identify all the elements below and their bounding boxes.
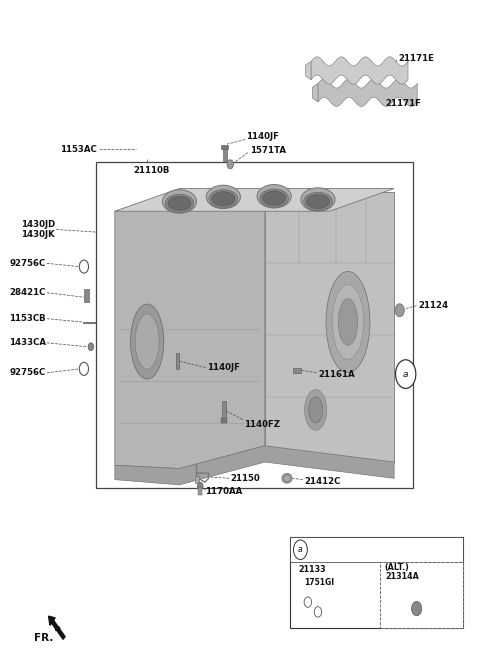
Ellipse shape bbox=[284, 476, 290, 482]
Ellipse shape bbox=[304, 193, 332, 211]
Polygon shape bbox=[115, 445, 394, 485]
Ellipse shape bbox=[206, 185, 240, 209]
Circle shape bbox=[411, 601, 422, 616]
Polygon shape bbox=[115, 192, 265, 468]
Ellipse shape bbox=[263, 191, 286, 206]
Text: 1430JK: 1430JK bbox=[21, 229, 55, 238]
Text: 1140JF: 1140JF bbox=[246, 133, 279, 141]
Bar bbox=[96, 162, 413, 488]
Text: 1153CB: 1153CB bbox=[9, 314, 46, 323]
Polygon shape bbox=[311, 57, 408, 84]
Ellipse shape bbox=[162, 190, 196, 213]
Text: 1140FZ: 1140FZ bbox=[244, 420, 280, 430]
Text: 21110B: 21110B bbox=[133, 166, 170, 175]
Circle shape bbox=[197, 482, 203, 490]
Ellipse shape bbox=[135, 314, 159, 369]
Ellipse shape bbox=[168, 196, 191, 211]
Bar bbox=[293, 367, 301, 373]
Bar bbox=[198, 487, 202, 495]
Ellipse shape bbox=[257, 185, 291, 208]
Bar bbox=[380, 562, 463, 628]
Text: 1430JD: 1430JD bbox=[21, 220, 55, 229]
Text: 1170AA: 1170AA bbox=[205, 487, 242, 496]
Bar bbox=[84, 289, 89, 302]
Bar bbox=[223, 147, 227, 161]
Text: a: a bbox=[298, 545, 303, 555]
Text: 21314A: 21314A bbox=[386, 572, 420, 581]
Bar bbox=[222, 401, 226, 421]
Text: FR.: FR. bbox=[34, 633, 53, 643]
Circle shape bbox=[304, 597, 312, 607]
Ellipse shape bbox=[309, 397, 323, 423]
Text: 21412C: 21412C bbox=[304, 477, 340, 486]
Ellipse shape bbox=[338, 298, 358, 346]
Circle shape bbox=[395, 304, 404, 317]
Text: 21124: 21124 bbox=[418, 301, 448, 310]
Bar bbox=[195, 476, 199, 483]
Bar bbox=[290, 537, 463, 628]
Ellipse shape bbox=[260, 189, 288, 208]
Polygon shape bbox=[305, 61, 311, 79]
Polygon shape bbox=[115, 189, 394, 212]
Circle shape bbox=[314, 606, 322, 617]
Text: (ALT.): (ALT.) bbox=[384, 563, 409, 572]
Circle shape bbox=[293, 540, 307, 560]
Circle shape bbox=[79, 363, 88, 375]
Text: 1140JF: 1140JF bbox=[207, 363, 240, 372]
Text: a: a bbox=[403, 370, 408, 378]
Circle shape bbox=[79, 260, 88, 273]
Polygon shape bbox=[265, 192, 394, 462]
Polygon shape bbox=[312, 83, 318, 102]
Ellipse shape bbox=[212, 192, 235, 206]
Text: 92756C: 92756C bbox=[9, 259, 46, 268]
Text: 1433CA: 1433CA bbox=[9, 338, 46, 348]
Text: 28421C: 28421C bbox=[9, 288, 46, 297]
Ellipse shape bbox=[332, 284, 364, 359]
Ellipse shape bbox=[326, 271, 370, 373]
Ellipse shape bbox=[305, 390, 327, 430]
Ellipse shape bbox=[306, 194, 329, 209]
Text: 21171F: 21171F bbox=[385, 99, 421, 108]
Bar bbox=[221, 145, 228, 149]
Circle shape bbox=[396, 360, 416, 388]
Polygon shape bbox=[318, 79, 417, 106]
FancyArrow shape bbox=[48, 616, 65, 639]
Circle shape bbox=[227, 160, 233, 169]
Text: 92756C: 92756C bbox=[9, 369, 46, 377]
Ellipse shape bbox=[282, 474, 292, 483]
Ellipse shape bbox=[131, 304, 164, 379]
Ellipse shape bbox=[165, 194, 194, 213]
Text: 21133: 21133 bbox=[299, 564, 326, 574]
Text: 1153AC: 1153AC bbox=[60, 145, 96, 154]
Circle shape bbox=[88, 343, 94, 351]
Text: 21150: 21150 bbox=[230, 474, 260, 483]
Text: 21171E: 21171E bbox=[399, 54, 434, 62]
Text: 21161A: 21161A bbox=[318, 370, 355, 378]
Bar bbox=[220, 419, 227, 423]
Ellipse shape bbox=[209, 190, 238, 208]
Text: 1571TA: 1571TA bbox=[250, 146, 286, 155]
Text: 1751GI: 1751GI bbox=[304, 578, 334, 587]
Bar bbox=[176, 353, 179, 369]
Bar bbox=[290, 537, 463, 562]
Ellipse shape bbox=[301, 188, 335, 212]
